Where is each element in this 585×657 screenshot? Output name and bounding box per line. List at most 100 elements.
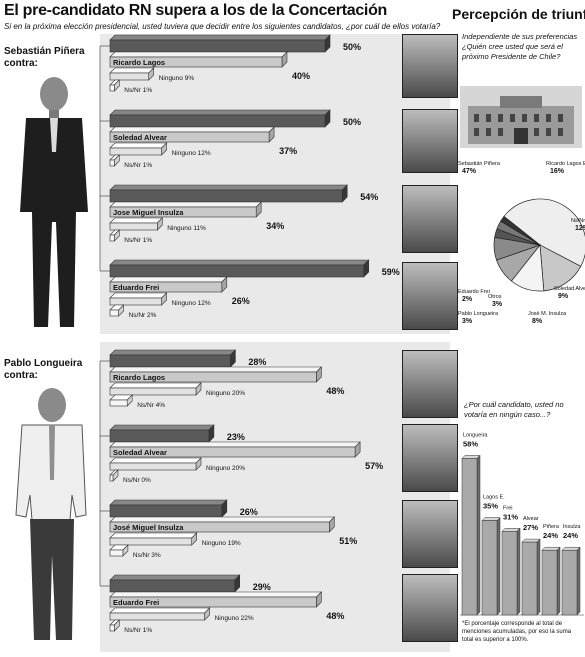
rej-cat-0: Longueira — [463, 432, 488, 438]
sec0-m0-opp-bar — [109, 51, 288, 68]
sec1-m0-ninguno-label: Ninguno 20% — [206, 390, 245, 397]
rej-cat-4: Piñera — [543, 524, 560, 530]
sec1-m2-opp-bar — [109, 516, 336, 533]
sec0-m1-opp-label: 37% — [279, 146, 297, 156]
sec1-m2-ninguno-label: Ninguno 19% — [202, 540, 241, 547]
sec0-m0-ninguno-label: Ninguno 9% — [159, 75, 195, 82]
sec0-m3-main-bar — [109, 259, 370, 278]
pie-label-0: Sebastián Piñera — [458, 161, 501, 167]
pie-value-5: 3% — [462, 318, 473, 325]
rej-val-4: 24% — [543, 531, 558, 540]
portrait-alvear-1 — [402, 109, 458, 173]
longueira-name-line2: contra: — [4, 370, 38, 381]
rej-cat-2: Frei — [503, 505, 512, 511]
sec1-m0-opp-label: 48% — [326, 386, 344, 396]
sec1-m0-main-bar — [109, 349, 237, 368]
rej-bar-4 — [541, 546, 561, 616]
sec1-m1-ninguno-bar — [109, 457, 202, 471]
sec0-m3-main-label: 59% — [382, 267, 400, 277]
longueira-name: Pablo Longueira contra: — [4, 358, 82, 382]
portrait-insulza-1 — [402, 185, 458, 253]
rej-cat-3: Alvear — [523, 516, 539, 522]
rej-bar-0 — [461, 454, 481, 616]
pinera-name: Sebastián Piñera contra: — [4, 46, 85, 70]
sec1-m1-main-bar — [109, 424, 215, 443]
pie-label-6: Otros — [488, 294, 502, 300]
sec1-m1-nsnr-bar — [109, 469, 119, 482]
pie-slice-7 — [500, 215, 541, 246]
sec1-m1-opp-label: 57% — [365, 461, 383, 471]
sec1-m0-nsnr-bar — [109, 394, 133, 407]
portrait-frei-2 — [402, 574, 458, 642]
sec1-m2-opp-label: 51% — [339, 536, 357, 546]
sec0-m1-main-label: 50% — [343, 117, 361, 127]
sec0-m2-nsnr-label: Ns/Nr 1% — [124, 237, 152, 244]
pie-value-7: 2% — [462, 296, 473, 303]
sec0-m2-opp-label: 34% — [266, 221, 284, 231]
sec1-m1-ninguno-label: Ninguno 20% — [206, 465, 245, 472]
sec1-m1-opp-bar — [109, 441, 361, 458]
portrait-frei-1 — [402, 262, 458, 330]
sec0-m2-opp-name: Jose Miguel Insulza — [113, 208, 184, 217]
pie-label-5: Pablo Longueira — [458, 311, 499, 317]
sec0-m1-opp-name: Soledad Alvear — [113, 133, 167, 142]
sec1-m3-opp-label: 48% — [326, 611, 344, 621]
sec0-m0-opp-name: Ricardo Lagos — [113, 58, 165, 67]
sec1-m3-opp-bar — [109, 591, 323, 608]
perception-title: Percepción de triunfo — [452, 6, 585, 22]
sec1-m3-nsnr-bar — [109, 619, 121, 632]
sec1-m2-main-bar — [109, 499, 228, 518]
sec0-m2-opp-bar — [109, 201, 262, 218]
sec1-m3-main-bar — [109, 574, 241, 593]
rej-val-0: 58% — [463, 439, 478, 448]
sec0-m3-ninguno-label: Ninguno 12% — [172, 300, 211, 307]
sec0-m1-nsnr-label: Ns/Nr 1% — [124, 162, 152, 169]
perception-question: Independiente de sus preferencias ¿Quién… — [462, 32, 578, 61]
pie-value-2: 12% — [575, 225, 585, 232]
pie-label-3: Soledad Alvear — [554, 286, 585, 292]
rej-cat-5: Insulza — [563, 524, 581, 530]
pie-label-2: Ns/Nr — [571, 218, 585, 224]
sec1-m1-opp-name: Soledad Alvear — [113, 448, 167, 457]
rejection-question: ¿Por cuál candidato, usted no votaría en… — [464, 400, 564, 419]
pie-label-1: Ricardo Lagos E. — [546, 161, 585, 167]
pie-label-4: José M. Insulza — [528, 311, 567, 317]
portrait-insulza-2 — [402, 500, 458, 568]
rej-bar-3 — [521, 538, 541, 616]
sec0-m3-opp-label: 26% — [232, 296, 250, 306]
sec1-m3-opp-name: Eduardo Frei — [113, 598, 159, 607]
sec0-m0-nsnr-bar — [109, 79, 121, 92]
pie-slice-0 — [503, 198, 585, 267]
rej-val-2: 31% — [503, 512, 518, 521]
portrait-alvear-2 — [402, 424, 458, 492]
sec1-m2-main-label: 26% — [240, 507, 258, 517]
sec0-m2-ninguno-bar — [109, 217, 164, 231]
sec0-m1-ninguno-bar — [109, 142, 168, 156]
sec0-m0-ninguno-bar — [109, 67, 155, 81]
sec1-m2-ninguno-bar — [109, 532, 198, 546]
page-title: El pre-candidato RN supera a los de la C… — [4, 2, 388, 19]
sec0-m3-nsnr-bar — [109, 304, 125, 317]
sec1-m0-nsnr-label: Ns/Nr 4% — [137, 402, 165, 409]
sec0-m1-main-bar — [109, 109, 331, 128]
longueira-name-line1: Pablo Longueira — [4, 358, 83, 369]
rej-bar-2 — [501, 527, 521, 616]
rej-val-5: 24% — [563, 531, 578, 540]
pinera-photo — [20, 77, 88, 327]
portrait-lagos-1 — [402, 34, 458, 98]
pie-label-7: Eduardo Frei — [458, 289, 490, 295]
sec1-m3-main-label: 29% — [253, 582, 271, 592]
sec0-m1-ninguno-label: Ninguno 12% — [172, 150, 211, 157]
sec1-m0-ninguno-bar — [109, 382, 202, 396]
sec1-m3-nsnr-label: Ns/Nr 1% — [124, 627, 152, 634]
sec0-m1-opp-bar — [109, 126, 275, 143]
pinera-name-line2: contra: — [4, 58, 38, 69]
longueira-photo — [15, 388, 87, 640]
sec0-m0-opp-label: 40% — [292, 71, 310, 81]
sec0-m3-nsnr-label: Ns/Nr 2% — [129, 312, 157, 319]
pie-slice-1 — [539, 244, 582, 292]
pie-value-3: 9% — [558, 293, 569, 300]
sec1-m0-opp-bar — [109, 366, 323, 383]
